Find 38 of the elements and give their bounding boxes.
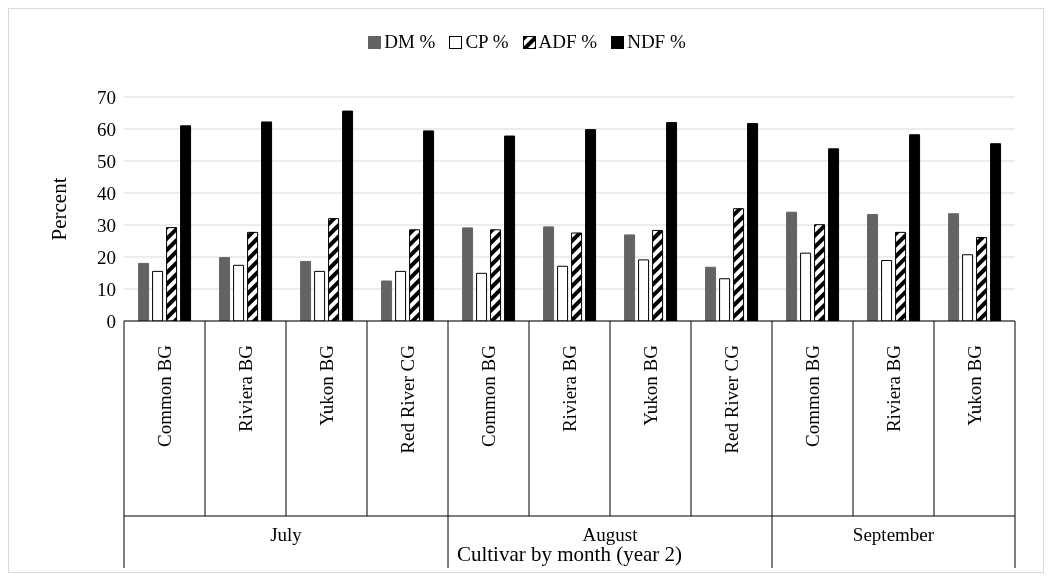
- y-tick-label: 70: [97, 86, 116, 108]
- x-tick-label: Common BG: [477, 344, 499, 447]
- legend-label: CP %: [465, 31, 509, 53]
- legend-label: NDF %: [627, 31, 686, 53]
- x-tick-label: Red River CG: [720, 344, 742, 454]
- x-tick-label: Riviera BG: [882, 344, 904, 433]
- y-tick-label: 20: [97, 246, 116, 268]
- y-tick-label: 40: [97, 182, 116, 204]
- bar: [381, 280, 393, 321]
- x-tick-label: Yukon BG: [963, 344, 985, 426]
- y-tick-label: 30: [97, 214, 116, 236]
- bar: [543, 226, 555, 321]
- bar: [705, 266, 717, 321]
- x-tick-label: Common BG: [801, 344, 823, 447]
- y-tick-label: 0: [106, 310, 116, 332]
- bar: [948, 213, 960, 321]
- y-tick-label: 10: [97, 278, 116, 300]
- x-tick-label: Red River CG: [396, 344, 418, 454]
- legend-label: ADF %: [538, 31, 598, 53]
- bar: [462, 227, 474, 321]
- y-tick-label: 50: [97, 150, 116, 172]
- x-tick-label: Yukon BG: [639, 344, 661, 426]
- x-tick-label: Yukon BG: [315, 344, 337, 426]
- text: July: [270, 524, 303, 545]
- bar: [219, 257, 231, 321]
- x-tick-label: Riviera BG: [558, 344, 580, 433]
- text: September: [852, 524, 935, 545]
- x-tick-label: Common BG: [153, 344, 175, 447]
- text: August: [582, 524, 639, 545]
- bar: [786, 211, 798, 321]
- bar: [300, 260, 312, 321]
- y-axis-title: Percent: [47, 177, 72, 241]
- bar: [624, 234, 636, 321]
- bar: [867, 213, 879, 321]
- y-tick-label: 60: [97, 118, 116, 140]
- legend-label: DM %: [384, 31, 436, 53]
- bar: [138, 262, 150, 321]
- x-tick-label: Riviera BG: [234, 344, 256, 433]
